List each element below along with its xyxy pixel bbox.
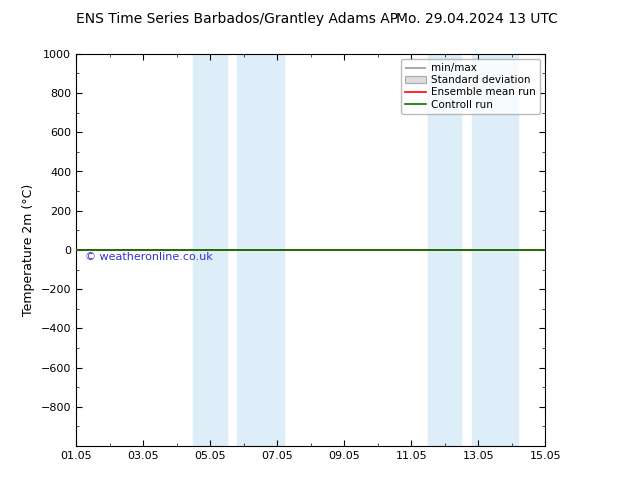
Legend: min/max, Standard deviation, Ensemble mean run, Controll run: min/max, Standard deviation, Ensemble me… [401,59,540,114]
Text: ENS Time Series Barbados/Grantley Adams AP: ENS Time Series Barbados/Grantley Adams … [76,12,398,26]
Y-axis label: Temperature 2m (°C): Temperature 2m (°C) [22,184,35,316]
Bar [193,54,227,446]
Bar [428,54,462,446]
Bar [472,54,519,446]
Text: © weatheronline.co.uk: © weatheronline.co.uk [86,252,213,262]
Text: Mo. 29.04.2024 13 UTC: Mo. 29.04.2024 13 UTC [396,12,558,26]
Bar [237,54,284,446]
